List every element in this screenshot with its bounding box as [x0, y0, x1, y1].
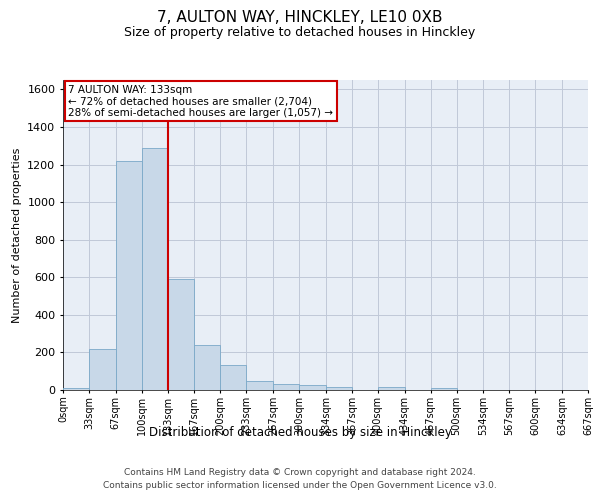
Bar: [89, 348, 116, 390]
Text: 7 AULTON WAY: 133sqm
← 72% of detached houses are smaller (2,704)
28% of semi-de: 7 AULTON WAY: 133sqm ← 72% of detached h…: [68, 84, 333, 118]
Y-axis label: Number of detached properties: Number of detached properties: [11, 148, 22, 322]
Bar: [116, 161, 142, 390]
Bar: [63, 388, 89, 390]
Bar: [326, 387, 352, 390]
Bar: [378, 387, 404, 390]
Bar: [167, 279, 194, 390]
Bar: [273, 384, 299, 390]
Text: Contains public sector information licensed under the Open Government Licence v3: Contains public sector information licen…: [103, 480, 497, 490]
Bar: [431, 388, 457, 390]
Bar: [220, 364, 247, 390]
Bar: [142, 148, 167, 390]
Text: Contains HM Land Registry data © Crown copyright and database right 2024.: Contains HM Land Registry data © Crown c…: [124, 468, 476, 477]
Bar: [194, 345, 220, 390]
Bar: [247, 380, 273, 390]
Text: 7, AULTON WAY, HINCKLEY, LE10 0XB: 7, AULTON WAY, HINCKLEY, LE10 0XB: [157, 10, 443, 25]
Text: Distribution of detached houses by size in Hinckley: Distribution of detached houses by size …: [149, 426, 451, 439]
Text: Size of property relative to detached houses in Hinckley: Size of property relative to detached ho…: [124, 26, 476, 39]
Bar: [299, 386, 326, 390]
